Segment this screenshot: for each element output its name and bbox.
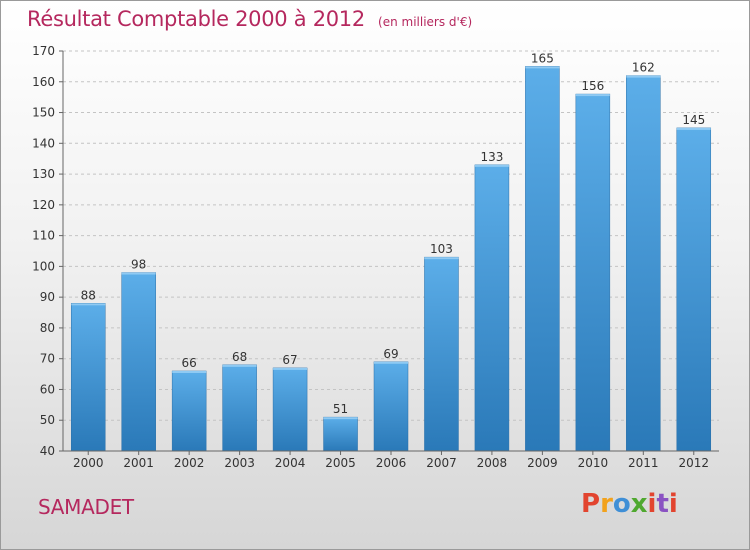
value-label-2006: 69 — [383, 347, 398, 361]
value-label-2000: 88 — [81, 288, 96, 302]
value-label-2007: 103 — [430, 242, 453, 256]
bar-highlight — [374, 361, 408, 364]
x-tick-label-2009: 2009 — [527, 456, 558, 470]
bar-highlight — [172, 371, 207, 373]
x-tick-label-2011: 2011 — [628, 456, 659, 470]
y-tick-label: 40 — [40, 444, 55, 458]
y-tick-label: 120 — [32, 198, 55, 212]
bar-2008 — [474, 164, 510, 452]
x-tick-label-2007: 2007 — [426, 456, 457, 470]
bar-2011 — [626, 75, 661, 452]
y-tick-label: 150 — [32, 106, 55, 120]
value-label-2002: 66 — [182, 356, 197, 370]
x-tick-label-2005: 2005 — [325, 456, 356, 470]
location-name: SAMADET — [38, 495, 134, 519]
logo-letter: i — [668, 489, 678, 519]
x-tick-label-2006: 2006 — [376, 456, 407, 470]
value-label-2008: 133 — [480, 150, 503, 164]
y-tick-label: 90 — [40, 290, 55, 304]
bar-2002 — [171, 370, 207, 452]
y-tick-label: 130 — [32, 167, 55, 181]
bar-highlight — [474, 164, 509, 167]
proxiti-logo: Proxiti — [581, 489, 678, 519]
chart-subtitle: (en milliers d'€) — [378, 15, 473, 29]
value-label-2009: 165 — [531, 51, 554, 65]
x-tick-label-2003: 2003 — [224, 456, 255, 470]
bar-2012 — [676, 127, 712, 452]
bar-2003 — [222, 364, 257, 452]
logo-letter: r — [600, 489, 613, 519]
value-label-2010: 156 — [581, 79, 604, 93]
y-tick-label: 60 — [40, 382, 55, 396]
bar-highlight — [575, 94, 610, 97]
x-tick-label-2010: 2010 — [578, 456, 609, 470]
x-tick-label-2004: 2004 — [275, 456, 306, 470]
y-tick-label: 170 — [32, 44, 55, 58]
axes: 40 50 60 70 80 90 100 110 120 130 140 150 160 170 2000… — [32, 44, 719, 470]
title-row: Résultat Comptable 2000 à 2012 (en milli… — [27, 7, 472, 31]
bar-highlight — [525, 66, 560, 69]
bar-2000 — [70, 303, 106, 452]
bar-2004 — [272, 367, 308, 452]
x-tick-label-2002: 2002 — [174, 456, 205, 470]
logo-letter: o — [612, 489, 631, 519]
bar-highlight — [273, 367, 308, 370]
chart-title: Résultat Comptable 2000 à 2012 — [27, 7, 365, 31]
y-tick-label: 80 — [40, 321, 55, 335]
x-tick-label-2012: 2012 — [678, 456, 709, 470]
value-label-2011: 162 — [632, 61, 655, 75]
bar-2009 — [525, 66, 560, 452]
x-tick-label-2000: 2000 — [73, 456, 104, 470]
x-tick-label-2001: 2001 — [123, 456, 154, 470]
value-label-2003: 68 — [232, 350, 247, 364]
bar-2010 — [575, 93, 611, 452]
logo-letter: x — [630, 489, 648, 519]
y-tick-label: 70 — [40, 352, 55, 366]
logo-letter: t — [656, 489, 669, 519]
bar-highlight — [71, 303, 106, 306]
logo-letter: i — [647, 489, 657, 519]
value-label-2012: 145 — [682, 113, 705, 127]
y-tick-label: 50 — [40, 413, 55, 427]
logo-letter: P — [581, 489, 601, 519]
y-tick-label: 100 — [32, 259, 55, 273]
bar-highlight — [626, 75, 661, 78]
bar-2007 — [424, 256, 459, 452]
x-tick-label-2008: 2008 — [477, 456, 508, 470]
y-tick-label: 140 — [32, 136, 55, 150]
bar-highlight — [424, 257, 459, 260]
bar-2006 — [373, 361, 409, 452]
value-label-2004: 67 — [282, 353, 297, 367]
bar-highlight — [323, 417, 358, 420]
value-label-2005: 51 — [333, 402, 348, 416]
bar-2001 — [121, 272, 156, 452]
bar-highlight — [222, 364, 257, 367]
bar-highlight — [121, 272, 156, 275]
y-tick-label: 160 — [32, 75, 55, 89]
y-tick-label: 110 — [32, 229, 55, 243]
bar-highlight — [676, 127, 711, 130]
value-label-2001: 98 — [131, 258, 146, 272]
bar-2005 — [323, 416, 358, 452]
bars: 88 98 66 68 67 51 69 103 133 165 156 162 145 — [70, 51, 712, 452]
